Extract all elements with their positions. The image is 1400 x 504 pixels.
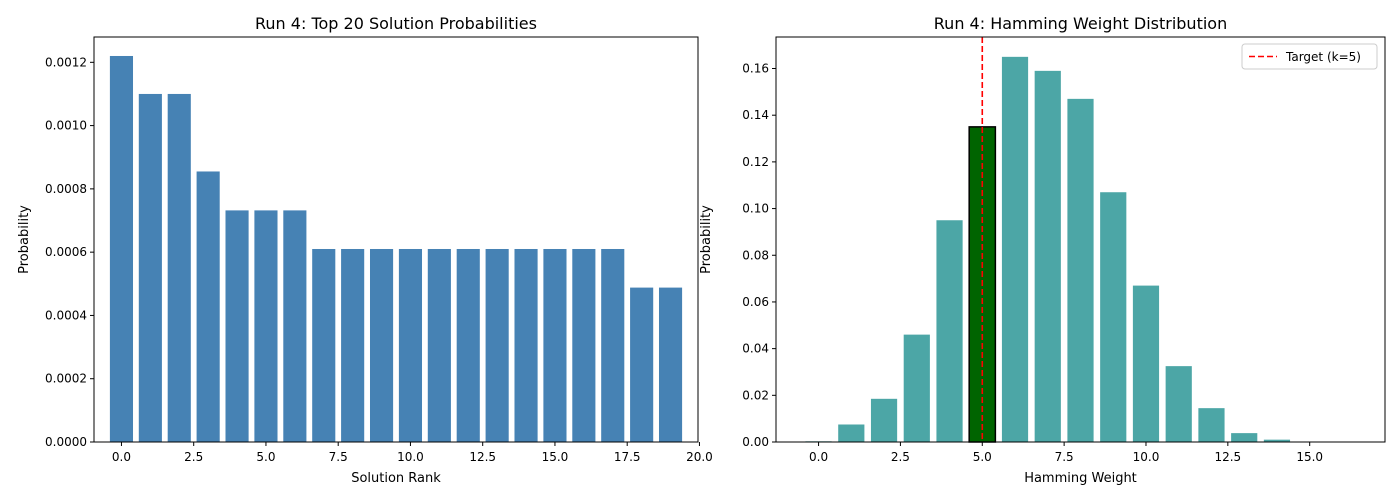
bar (514, 249, 537, 442)
bar (254, 210, 277, 442)
bar (341, 249, 364, 442)
bar (1166, 366, 1192, 442)
x-tick-label: 10.0 (1133, 450, 1160, 464)
x-tick-label: 10.0 (397, 450, 424, 464)
bar (110, 56, 133, 442)
legend-label-target: Target (k=5) (1285, 50, 1361, 64)
x-tick-label: 0.0 (112, 450, 131, 464)
y-tick-label: 0.10 (742, 202, 769, 216)
y-tick-label: 0.02 (742, 388, 769, 402)
bar (370, 249, 393, 442)
chart-panel-solution-probabilities: Run 4: Top 20 Solution Probabilities Sol… (17, 14, 713, 486)
x-axis-label: Hamming Weight (1024, 471, 1137, 486)
bar (1002, 57, 1028, 442)
bar (283, 210, 306, 442)
y-tick-label: 0.0004 (45, 308, 87, 322)
bar (1133, 286, 1159, 442)
bar (1198, 408, 1224, 442)
y-tick-label: 0.00 (742, 435, 769, 449)
x-tick-label: 5.0 (256, 450, 275, 464)
y-tick-label: 0.04 (742, 342, 769, 356)
x-tick-label: 20.0 (686, 450, 713, 464)
x-tick-label: 15.0 (1296, 450, 1323, 464)
y-tick-label: 0.06 (742, 295, 769, 309)
bar (838, 424, 864, 442)
bar (572, 249, 595, 442)
bar (486, 249, 509, 442)
bar (936, 220, 962, 442)
x-tick-label: 2.5 (184, 450, 203, 464)
bar (168, 94, 191, 442)
bar (1067, 99, 1093, 442)
bar (457, 249, 480, 442)
bar (1035, 71, 1061, 442)
bar (543, 249, 566, 442)
y-tick-label: 0.16 (742, 62, 769, 76)
y-tick-label: 0.08 (742, 248, 769, 262)
y-axis-label: Probability (699, 205, 714, 274)
x-tick-label: 0.0 (809, 450, 828, 464)
x-tick-label: 15.0 (542, 450, 569, 464)
x-tick-label: 7.5 (1055, 450, 1074, 464)
chart-title: Run 4: Hamming Weight Distribution (934, 14, 1227, 33)
y-tick-label: 0.0010 (45, 119, 87, 133)
bar (428, 249, 451, 442)
bar (659, 288, 682, 442)
y-axis-label: Probability (17, 205, 32, 274)
chart-title: Run 4: Top 20 Solution Probabilities (255, 14, 537, 33)
bar (871, 399, 897, 442)
bar (399, 249, 422, 442)
bar (1231, 433, 1257, 442)
x-tick-label: 12.5 (469, 450, 496, 464)
bar (225, 210, 248, 442)
y-tick-label: 0.0006 (45, 245, 87, 259)
y-tick-label: 0.0012 (45, 55, 87, 69)
x-tick-label: 2.5 (891, 450, 910, 464)
bar (197, 171, 220, 442)
bar (904, 335, 930, 442)
x-tick-label: 12.5 (1214, 450, 1241, 464)
bar (601, 249, 624, 442)
y-tick-label: 0.12 (742, 155, 769, 169)
bar (139, 94, 162, 442)
x-tick-label: 17.5 (614, 450, 641, 464)
bar (630, 288, 653, 442)
y-tick-label: 0.14 (742, 108, 769, 122)
chart-panel-hamming-weight: Run 4: Hamming Weight Distribution Hammi… (699, 14, 1385, 486)
x-axis-label: Solution Rank (351, 471, 441, 486)
bar (1100, 192, 1126, 442)
y-tick-label: 0.0008 (45, 182, 87, 196)
x-tick-label: 7.5 (329, 450, 348, 464)
bar (312, 249, 335, 442)
y-tick-label: 0.0002 (45, 372, 87, 386)
x-tick-label: 5.0 (973, 450, 992, 464)
y-tick-label: 0.0000 (45, 435, 87, 449)
bar-series (110, 56, 682, 442)
legend: Target (k=5) (1242, 44, 1377, 69)
bar-series (805, 57, 1355, 442)
